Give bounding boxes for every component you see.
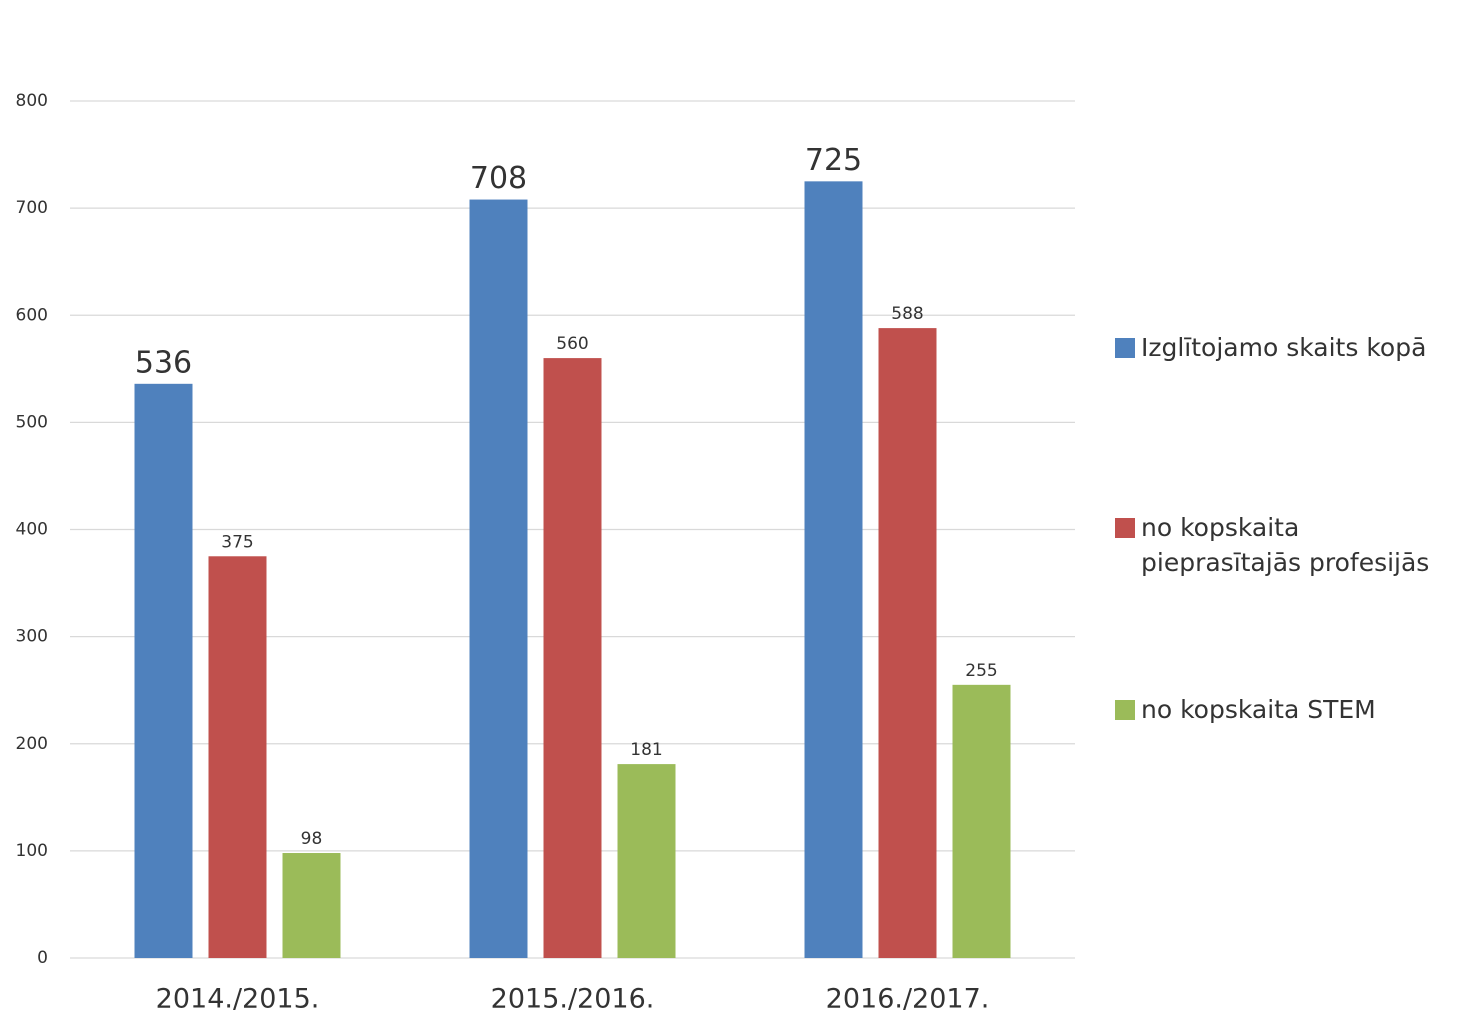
x-tick-label: 2014./2015. [156, 984, 320, 1015]
legend-item: no kopskaita pieprasītajās profesijās [1115, 510, 1431, 580]
y-tick-label: 500 [16, 412, 48, 432]
y-tick-label: 400 [16, 520, 48, 540]
bar [804, 181, 863, 958]
data-label: 708 [470, 161, 527, 196]
bar [134, 383, 193, 958]
legend-swatch [1115, 518, 1135, 538]
data-label: 588 [891, 304, 923, 324]
legend-label: no kopskaita STEM [1141, 695, 1376, 724]
data-label: 560 [556, 334, 588, 354]
legend-label: Izglītojamo skaits kopā [1141, 333, 1427, 362]
y-tick-label: 600 [16, 305, 48, 325]
data-label: 375 [221, 532, 253, 552]
data-label: 181 [630, 740, 662, 760]
legend-label: no kopskaita pieprasītajās profesijās [1141, 513, 1430, 577]
legend-swatch [1115, 700, 1135, 720]
legend-item: Izglītojamo skaits kopā [1115, 330, 1431, 365]
legend-swatch [1115, 338, 1135, 358]
data-label: 255 [965, 661, 997, 681]
bar [208, 556, 267, 958]
bar [469, 199, 528, 958]
bar [952, 684, 1011, 958]
y-tick-label: 300 [16, 627, 48, 647]
y-tick-label: 700 [16, 198, 48, 218]
y-tick-label: 100 [16, 841, 48, 861]
y-tick-label: 200 [16, 734, 48, 754]
bar [617, 764, 676, 958]
data-label: 725 [805, 143, 862, 178]
bar [543, 358, 602, 959]
data-label: 98 [301, 829, 323, 849]
bar [878, 328, 937, 959]
data-label: 536 [135, 345, 192, 380]
x-tick-label: 2015./2016. [491, 984, 655, 1015]
bar [282, 853, 341, 958]
y-tick-label: 800 [16, 91, 48, 111]
legend-item: no kopskaita STEM [1115, 692, 1431, 727]
x-tick-label: 2016./2017. [826, 984, 990, 1015]
y-tick-label: 0 [37, 948, 48, 968]
